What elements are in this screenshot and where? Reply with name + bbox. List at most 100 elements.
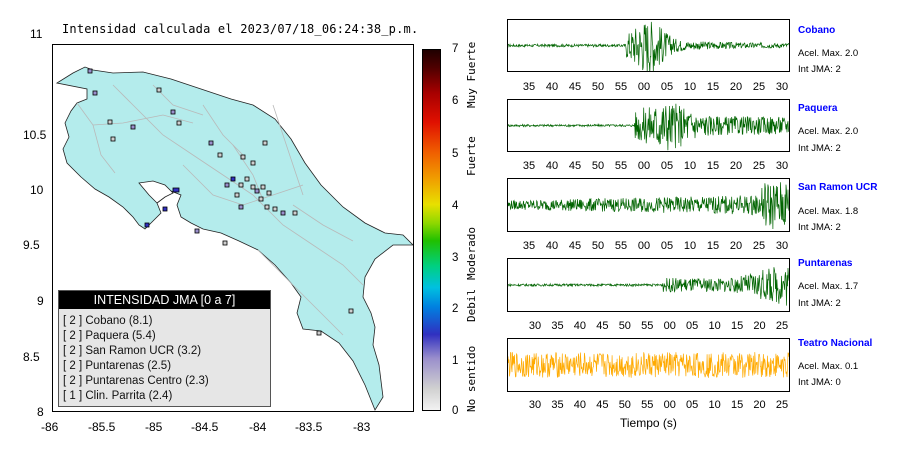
gulf-of-nicoya (138, 180, 174, 204)
trace-tick-label: 30 (775, 81, 789, 93)
legend-row-parrita: [ 1 ] Clin. Parrita (2.4) (63, 390, 173, 402)
trace-tick-label: 50 (591, 240, 605, 252)
trace-tick-label: 35 (522, 160, 536, 172)
trace-panel-teatro-nacional[interactable] (507, 338, 790, 392)
station-name-teatro-nacional: Teatro Nacional (798, 338, 873, 349)
cbar-tick-6: 6 (452, 95, 459, 107)
cbar-tick-4: 4 (452, 200, 459, 212)
cbar-tick-0: 0 (452, 405, 459, 417)
trace-tick-label: 10 (683, 160, 697, 172)
trace-tick-label: 10 (683, 81, 697, 93)
x-tick-86: -86 (41, 420, 59, 434)
trace-tick-label: 00 (637, 240, 651, 252)
trace-tick-label: 05 (686, 399, 699, 411)
waveform-puntarenas (508, 267, 789, 306)
cbar-tick-3: 3 (452, 252, 459, 264)
trace-tick-label: 55 (641, 399, 654, 411)
costa-rica-land (55, 66, 413, 411)
station-name-puntarenas: Puntarenas (798, 258, 853, 269)
trace-tick-label: 20 (729, 81, 743, 93)
trace-tick-label: 35 (522, 81, 536, 93)
trace-tick-label: 20 (729, 160, 743, 172)
station-int-teatro-nacional: Int JMA: 0 (798, 377, 841, 388)
waveform-paquera (508, 103, 789, 151)
cbar-label-debil: Debil (465, 288, 478, 322)
trace-ticks-paquera: 35 40 45 50 55 00 05 10 15 20 25 30 (507, 160, 790, 174)
x-tick-83-5: -83.5 (295, 420, 323, 434)
y-tick-9: 9 (37, 294, 44, 308)
trace-tick-label: 10 (683, 240, 697, 252)
trace-tick-label: 50 (618, 399, 631, 411)
trace-tick-label: 45 (568, 240, 582, 252)
trace-panel-puntarenas[interactable] (507, 258, 790, 312)
cbar-label-no-sentido: No sentido (465, 345, 478, 412)
x-tick-84-5: -84.5 (191, 420, 219, 434)
trace-tick-label: 30 (528, 320, 542, 332)
waveform-line (508, 182, 789, 230)
y-tick-8: 8 (37, 405, 44, 419)
cbar-label-muy-fuerte: Muy Fuerte (465, 41, 478, 108)
waveform-line (508, 103, 789, 151)
trace-tick-label: 25 (752, 160, 766, 172)
cbar-label-moderado: Moderado (465, 227, 478, 280)
trace-panel-san-ramon[interactable] (507, 178, 790, 232)
station-acel-cobano: Acel. Max. 2.0 (798, 48, 859, 59)
trace-tick-label: 45 (596, 399, 609, 411)
cbar-tick-5: 5 (452, 148, 459, 160)
trace-tick-label: 55 (641, 320, 654, 332)
trace-tick-label: 45 (596, 320, 609, 332)
station-acel-teatro-nacional: Acel. Max. 0.1 (798, 361, 859, 372)
trace-tick-label: 25 (752, 240, 766, 252)
y-tick-10-5: 10.5 (23, 128, 47, 142)
station-int-cobano: Int JMA: 2 (798, 64, 841, 75)
x-tick-84: -84 (249, 420, 267, 434)
trace-tick-label: 15 (730, 399, 744, 411)
trace-tick-label: 55 (614, 81, 628, 93)
cbar-tick-1: 1 (452, 355, 459, 367)
cbar-tick-7: 7 (452, 43, 459, 55)
trace-tick-label: 20 (753, 320, 766, 332)
trace-tick-label: 35 (551, 399, 564, 411)
trace-tick-label: 55 (614, 160, 628, 172)
trace-ticks-puntarenas: 30 35 40 45 50 55 00 05 10 15 20 25 (507, 320, 790, 334)
legend-row-puntarenas: [ 2 ] Puntarenas (2.5) (63, 360, 172, 372)
station-acel-san-ramon: Acel. Max. 1.8 (798, 206, 859, 217)
trace-tick-label: 05 (660, 81, 674, 93)
road-network (76, 84, 364, 336)
trace-tick-label: 15 (706, 160, 720, 172)
trace-panel-paquera[interactable] (507, 99, 790, 152)
trace-tick-label: 35 (551, 320, 564, 332)
station-int-paquera: Int JMA: 2 (798, 143, 841, 154)
trace-ticks-teatro-nacional: 30 35 40 45 50 55 00 05 10 15 20 25 (507, 399, 790, 413)
trace-tick-label: 30 (775, 160, 789, 172)
trace-tick-label: 25 (752, 81, 766, 93)
station-acel-paquera: Acel. Max. 2.0 (798, 126, 859, 137)
trace-tick-label: 40 (573, 320, 587, 332)
trace-tick-label: 30 (528, 399, 542, 411)
intensity-colorbar (422, 49, 441, 411)
legend-row-cobano: [ 2 ] Cobano (8.1) (63, 315, 153, 327)
time-axis-label: Tiempo (s) (620, 416, 677, 430)
trace-tick-label: 15 (706, 240, 720, 252)
trace-panel-cobano[interactable] (507, 19, 790, 72)
legend-row-san-ramon: [ 2 ] San Ramon UCR (3.2) (63, 345, 202, 357)
waveform-line (508, 351, 789, 378)
trace-tick-label: 45 (568, 160, 582, 172)
trace-tick-label: 50 (591, 81, 605, 93)
station-name-san-ramon: San Ramon UCR (798, 182, 878, 193)
station-int-san-ramon: Int JMA: 2 (798, 222, 841, 233)
trace-tick-label: 20 (729, 240, 743, 252)
trace-tick-label: 35 (522, 240, 536, 252)
trace-tick-label: 55 (614, 240, 628, 252)
trace-tick-label: 20 (753, 399, 766, 411)
cbar-tick-2: 2 (452, 303, 459, 315)
cbar-label-fuerte: Fuerte (465, 136, 478, 176)
trace-tick-label: 00 (637, 81, 651, 93)
trace-tick-label: 05 (660, 160, 674, 172)
y-tick-8-5: 8.5 (23, 350, 40, 364)
trace-tick-label: 25 (775, 320, 789, 332)
trace-tick-label: 40 (573, 399, 587, 411)
x-tick-85-5: -85.5 (88, 420, 116, 434)
costa-rica-map-svg (55, 66, 413, 411)
station-name-paquera: Paquera (798, 103, 838, 114)
